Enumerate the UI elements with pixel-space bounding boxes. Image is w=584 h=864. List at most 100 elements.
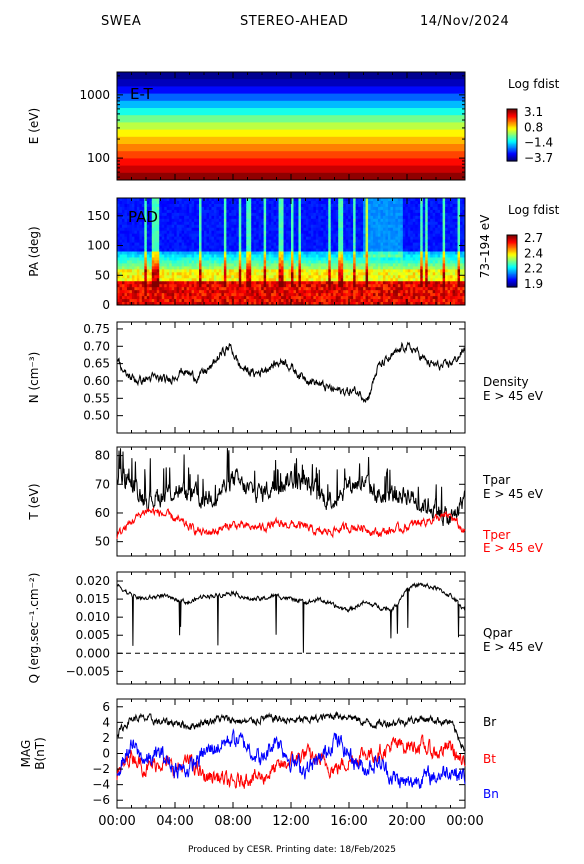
pad-cell <box>300 275 304 279</box>
pad-cell <box>335 263 339 267</box>
pad-cell <box>243 236 247 241</box>
pad-cell <box>350 203 354 208</box>
header-instrument: SWEA <box>101 14 142 29</box>
pad-cell <box>181 203 185 208</box>
pad-cell <box>310 230 314 235</box>
pad-cell <box>266 230 270 235</box>
pad-cell <box>422 299 426 303</box>
pad-cell <box>442 269 446 273</box>
pad-cell <box>355 203 359 208</box>
pad-cell <box>295 224 299 229</box>
pad-cell <box>335 198 339 202</box>
pad-cell <box>360 296 364 300</box>
pad-cell <box>427 245 431 250</box>
pad-cell <box>368 224 372 229</box>
pad-cell <box>358 299 362 303</box>
pad-cell <box>375 281 379 285</box>
pad-cell <box>343 242 347 247</box>
pad-cell <box>141 293 145 297</box>
pad-cell <box>221 251 225 255</box>
pad-cell <box>263 198 267 202</box>
pad-cell <box>325 230 329 235</box>
pad-cell <box>370 257 374 261</box>
pad-cell <box>251 281 255 285</box>
pad-cell <box>186 198 190 202</box>
pad-cell <box>136 272 140 276</box>
pad-cell <box>204 215 207 220</box>
pad-cell <box>213 236 217 241</box>
pad-cell <box>189 260 193 264</box>
pad-cell <box>305 239 309 244</box>
pad-cell <box>355 287 359 291</box>
pad-cell <box>338 212 342 217</box>
pad-cell <box>136 221 140 226</box>
pad-cell <box>422 260 426 264</box>
pad-cell <box>266 287 270 291</box>
pad-cell <box>129 239 133 244</box>
pad-cell <box>246 296 250 300</box>
pad-cell <box>233 218 237 223</box>
pad-cell <box>117 281 120 285</box>
pad-cell <box>410 251 414 255</box>
pad-cell <box>320 278 324 282</box>
pad-cell <box>402 215 406 220</box>
pad-cell <box>288 299 292 303</box>
pad-cell <box>355 284 359 288</box>
pad-cell <box>333 266 337 270</box>
pad-cell <box>179 200 183 205</box>
pad-cell <box>402 293 406 297</box>
pad-cell <box>335 275 339 279</box>
pad-cell <box>213 278 217 282</box>
pad-cell <box>121 263 125 267</box>
pad-cell <box>253 230 257 235</box>
et-colorbar-swatch <box>507 136 517 139</box>
pad-cell <box>288 266 292 270</box>
pad-cell <box>323 206 327 211</box>
pad-cell <box>216 278 220 282</box>
pad-cell <box>286 254 290 258</box>
pad-cell <box>161 251 165 255</box>
pad-cell <box>345 272 349 276</box>
pad-cell <box>129 284 133 288</box>
pad-cell <box>154 198 158 202</box>
pad-cell <box>368 299 372 303</box>
et-colorbar-title: Log fdist <box>508 77 560 91</box>
pad-cell <box>293 248 297 252</box>
pad-cell <box>174 209 178 214</box>
pad-cell <box>243 224 247 229</box>
pad-cell <box>218 266 222 270</box>
pad-cell <box>283 242 287 247</box>
pad-cell <box>134 272 138 276</box>
pad-cell <box>380 227 384 232</box>
pad-cell <box>363 272 367 276</box>
pad-cell <box>206 281 210 285</box>
pad-cell <box>412 290 416 294</box>
pad-cell <box>315 284 319 288</box>
pad-cell <box>283 284 287 288</box>
pad-cell <box>350 245 354 250</box>
pad-cell <box>221 281 225 285</box>
pad-cell <box>117 233 120 238</box>
pad-cell <box>131 296 135 300</box>
pad-cell <box>375 239 379 244</box>
pad-cell <box>166 245 170 250</box>
pad-cell <box>330 212 334 217</box>
pad-cell <box>390 239 394 244</box>
pad-cell <box>291 272 294 276</box>
pad-cell <box>253 221 257 226</box>
pad-cell <box>360 206 364 211</box>
pad-cell <box>213 239 217 244</box>
pad-cell <box>161 299 165 303</box>
pad-cell <box>340 251 344 255</box>
pad-cell <box>291 212 294 217</box>
pad-cell <box>360 233 364 238</box>
pad-cell <box>223 266 227 270</box>
pad-cell <box>139 272 143 276</box>
pad-cell <box>141 254 145 258</box>
pad-cell <box>390 212 394 217</box>
pad-cell <box>223 203 227 208</box>
pad-cell <box>365 278 369 282</box>
pad-cell <box>161 257 165 261</box>
pad-cell <box>298 284 302 288</box>
pad-cell <box>360 203 364 208</box>
